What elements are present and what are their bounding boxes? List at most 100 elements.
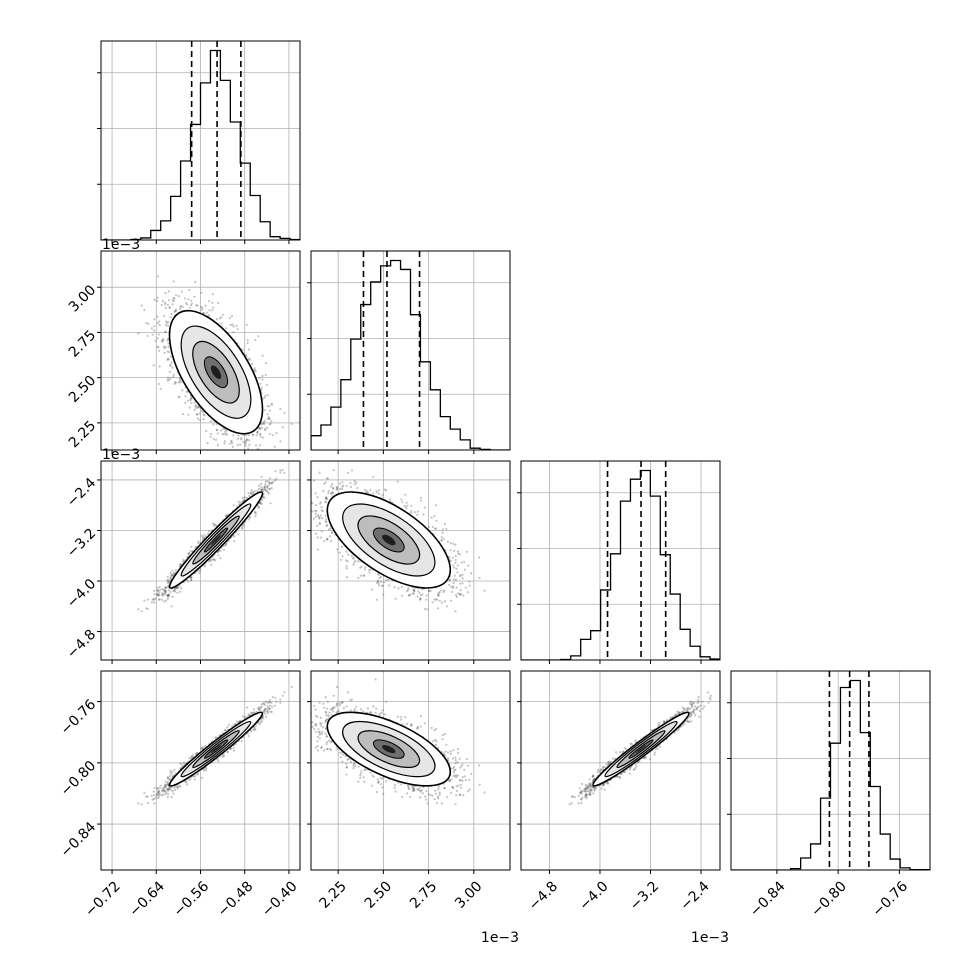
sample-point bbox=[230, 315, 234, 318]
sample-point bbox=[164, 590, 167, 593]
sample-point bbox=[152, 325, 156, 328]
sample-point bbox=[275, 432, 278, 435]
sample-point bbox=[166, 303, 169, 306]
sample-point bbox=[179, 381, 182, 384]
sample-point bbox=[266, 405, 269, 408]
sample-point bbox=[137, 608, 140, 611]
sample-point bbox=[212, 522, 215, 525]
sample-point bbox=[258, 444, 261, 447]
sample-point bbox=[169, 577, 172, 580]
sample-point bbox=[164, 331, 167, 334]
sample-point bbox=[161, 592, 164, 595]
sample-point bbox=[259, 488, 263, 491]
sample-point bbox=[265, 489, 268, 492]
sample-point bbox=[261, 488, 264, 491]
sample-point bbox=[249, 491, 252, 494]
sample-point bbox=[259, 435, 263, 438]
sample-point bbox=[167, 358, 170, 361]
sample-point bbox=[264, 394, 267, 398]
sample-point bbox=[163, 347, 166, 350]
sample-point bbox=[253, 490, 256, 493]
sample-point bbox=[264, 485, 267, 488]
sample-point bbox=[171, 595, 174, 599]
sample-point bbox=[245, 438, 248, 442]
sample-point bbox=[169, 316, 172, 319]
sample-point bbox=[166, 357, 169, 360]
sample-point bbox=[157, 594, 160, 597]
sample-point bbox=[198, 419, 202, 422]
sample-point bbox=[232, 434, 235, 437]
sample-point bbox=[258, 487, 261, 490]
sample-point bbox=[245, 323, 248, 326]
sample-point bbox=[167, 378, 170, 382]
sample-point bbox=[230, 442, 234, 445]
panel-frame bbox=[310, 250, 511, 451]
sample-point bbox=[190, 304, 193, 307]
sample-point bbox=[190, 579, 193, 582]
sample-point bbox=[184, 401, 187, 404]
sample-point bbox=[158, 593, 161, 596]
sample-point bbox=[158, 598, 161, 601]
sample-point bbox=[156, 594, 159, 597]
sample-point bbox=[161, 340, 164, 343]
sample-point bbox=[253, 368, 256, 371]
sample-point bbox=[266, 394, 269, 397]
sample-point bbox=[157, 275, 160, 278]
sample-point bbox=[220, 429, 223, 432]
sample-point bbox=[200, 308, 203, 312]
sample-point bbox=[271, 481, 274, 484]
sample-point bbox=[185, 390, 189, 393]
sample-point bbox=[269, 422, 272, 425]
sample-point bbox=[171, 303, 174, 306]
sample-point bbox=[187, 552, 190, 556]
sample-point bbox=[261, 488, 264, 491]
sample-point bbox=[167, 345, 170, 348]
sample-point bbox=[225, 543, 228, 546]
sample-point bbox=[187, 580, 190, 583]
sample-point bbox=[169, 577, 172, 580]
sample-point bbox=[171, 569, 174, 572]
sample-point bbox=[237, 500, 240, 503]
sample-point bbox=[176, 591, 179, 595]
sample-point bbox=[232, 539, 236, 543]
sample-point bbox=[197, 405, 200, 408]
sample-point bbox=[187, 413, 190, 416]
sample-point bbox=[266, 426, 269, 429]
sample-point bbox=[260, 422, 263, 425]
sample-point bbox=[167, 593, 170, 596]
sample-point bbox=[195, 304, 198, 307]
sample-point bbox=[258, 377, 261, 380]
sample-point bbox=[190, 401, 193, 405]
sample-point bbox=[151, 333, 154, 336]
sample-point bbox=[203, 565, 206, 568]
sample-point bbox=[231, 445, 234, 448]
sample-point bbox=[246, 496, 249, 500]
sample-point bbox=[161, 593, 165, 596]
sample-point bbox=[244, 444, 247, 447]
sample-point bbox=[253, 367, 256, 370]
sample-point bbox=[194, 406, 197, 409]
sample-point bbox=[228, 442, 231, 445]
sample-point bbox=[283, 411, 286, 415]
sample-point bbox=[173, 589, 176, 592]
sample-point bbox=[203, 414, 206, 417]
sample-point bbox=[198, 571, 201, 575]
sample-point bbox=[156, 337, 159, 340]
sample-point bbox=[260, 502, 263, 505]
sample-point bbox=[256, 431, 259, 434]
sample-point bbox=[196, 417, 199, 420]
sample-point bbox=[270, 402, 273, 405]
sample-point bbox=[156, 592, 159, 596]
sample-point bbox=[167, 321, 170, 324]
sample-point bbox=[171, 574, 174, 577]
sample-point bbox=[270, 487, 273, 490]
sample-point bbox=[145, 321, 148, 325]
sample-point bbox=[223, 442, 226, 445]
sample-point bbox=[145, 607, 148, 610]
sample-point bbox=[255, 434, 258, 437]
sample-point bbox=[265, 362, 268, 365]
sample-point bbox=[194, 280, 197, 284]
sample-point bbox=[211, 293, 214, 296]
sample-point bbox=[262, 436, 265, 439]
sample-point bbox=[246, 339, 249, 342]
